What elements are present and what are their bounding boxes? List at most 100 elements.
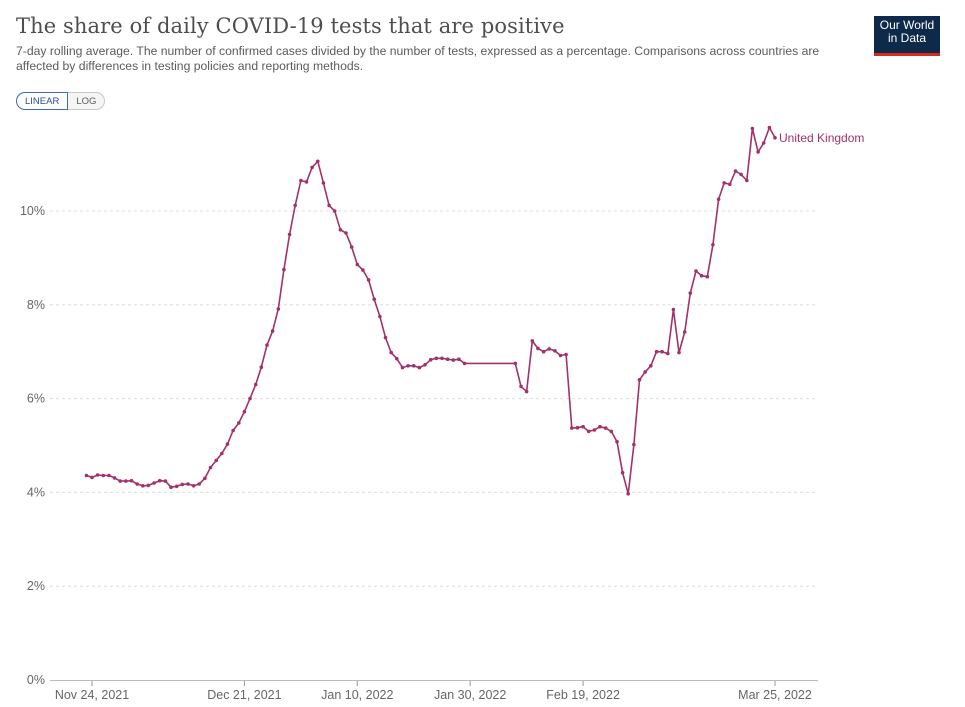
data-point[interactable] <box>112 476 117 480</box>
data-point[interactable] <box>615 439 619 444</box>
data-point[interactable] <box>649 364 653 368</box>
data-point[interactable] <box>423 363 427 367</box>
data-point[interactable] <box>270 329 275 333</box>
data-point[interactable] <box>660 349 664 354</box>
data-point[interactable] <box>699 273 704 278</box>
data-point[interactable] <box>344 231 348 235</box>
data-point[interactable] <box>620 470 625 475</box>
data-point[interactable] <box>609 429 614 434</box>
data-point[interactable] <box>253 382 258 387</box>
data-point[interactable] <box>366 278 371 282</box>
data-point[interactable] <box>688 291 693 295</box>
data-point[interactable] <box>575 425 580 430</box>
data-point[interactable] <box>107 473 111 478</box>
data-point[interactable] <box>603 426 608 430</box>
data-point[interactable] <box>355 262 360 267</box>
data-point[interactable] <box>581 424 585 429</box>
data-point[interactable] <box>310 165 314 170</box>
data-point[interactable] <box>570 426 574 430</box>
linear-scale-button[interactable]: LINEAR <box>16 92 69 110</box>
data-point[interactable] <box>157 478 162 483</box>
data-point[interactable] <box>671 307 676 312</box>
data-point[interactable] <box>332 209 337 213</box>
data-point[interactable] <box>756 150 760 154</box>
data-point[interactable] <box>395 356 399 361</box>
data-point[interactable] <box>327 203 331 208</box>
data-point[interactable] <box>316 159 320 164</box>
data-point[interactable] <box>135 482 139 486</box>
data-point[interactable] <box>428 357 433 362</box>
data-point[interactable] <box>547 347 551 351</box>
data-point[interactable] <box>632 442 636 447</box>
data-point[interactable] <box>457 357 461 362</box>
data-point[interactable] <box>773 136 777 140</box>
series-line[interactable] <box>86 126 776 495</box>
data-point[interactable] <box>95 473 100 477</box>
data-point[interactable] <box>101 473 106 478</box>
data-point[interactable] <box>541 349 546 354</box>
data-point[interactable] <box>163 479 168 483</box>
data-point[interactable] <box>666 351 670 356</box>
data-point[interactable] <box>287 232 292 237</box>
data-point[interactable] <box>146 483 151 488</box>
data-point[interactable] <box>152 481 156 485</box>
data-point[interactable] <box>118 479 122 483</box>
data-point[interactable] <box>276 307 281 311</box>
data-point[interactable] <box>586 429 591 434</box>
data-point[interactable] <box>739 172 743 177</box>
data-point[interactable] <box>237 421 241 425</box>
data-point[interactable] <box>174 484 179 489</box>
data-point[interactable] <box>677 350 681 355</box>
data-point[interactable] <box>220 451 224 456</box>
data-point[interactable] <box>564 352 568 357</box>
data-point[interactable] <box>682 330 687 334</box>
data-point[interactable] <box>208 465 213 470</box>
data-point[interactable] <box>745 178 749 183</box>
data-point[interactable] <box>530 339 535 343</box>
data-point[interactable] <box>406 364 410 368</box>
data-point[interactable] <box>524 389 529 394</box>
data-point[interactable] <box>643 370 647 374</box>
data-point[interactable] <box>389 350 394 355</box>
data-point[interactable] <box>705 274 710 279</box>
data-point[interactable] <box>180 482 185 487</box>
data-point[interactable] <box>225 442 230 446</box>
data-point[interactable] <box>434 356 439 361</box>
data-point[interactable] <box>214 458 218 463</box>
data-point[interactable] <box>728 182 732 187</box>
data-point[interactable] <box>372 297 377 302</box>
data-point[interactable] <box>536 346 540 351</box>
data-point[interactable] <box>558 353 563 358</box>
data-point[interactable] <box>265 343 269 347</box>
data-point[interactable] <box>440 356 444 361</box>
data-point[interactable] <box>124 479 128 483</box>
data-point[interactable] <box>383 335 388 340</box>
data-point[interactable] <box>694 269 698 273</box>
data-point[interactable] <box>598 424 602 429</box>
data-point[interactable] <box>169 485 173 490</box>
data-point[interactable] <box>299 178 303 183</box>
data-point[interactable] <box>400 365 405 370</box>
data-point[interactable] <box>519 384 523 389</box>
data-point[interactable] <box>722 181 726 185</box>
data-point[interactable] <box>141 484 145 488</box>
data-point[interactable] <box>304 180 309 184</box>
data-point[interactable] <box>462 361 467 366</box>
data-point[interactable] <box>592 428 597 432</box>
data-point[interactable] <box>411 364 416 368</box>
data-point[interactable] <box>417 365 422 370</box>
data-point[interactable] <box>513 361 518 366</box>
data-point[interactable] <box>203 476 207 481</box>
data-point[interactable] <box>654 349 659 354</box>
data-point[interactable] <box>716 197 721 202</box>
data-point[interactable] <box>626 492 630 496</box>
data-point[interactable] <box>637 378 642 382</box>
data-point[interactable] <box>451 358 456 362</box>
data-point[interactable] <box>553 349 557 353</box>
data-point[interactable] <box>750 126 755 131</box>
data-point[interactable] <box>445 357 450 362</box>
data-point[interactable] <box>259 365 264 370</box>
data-point[interactable] <box>349 245 354 249</box>
data-point[interactable] <box>338 228 343 232</box>
data-point[interactable] <box>282 267 286 272</box>
